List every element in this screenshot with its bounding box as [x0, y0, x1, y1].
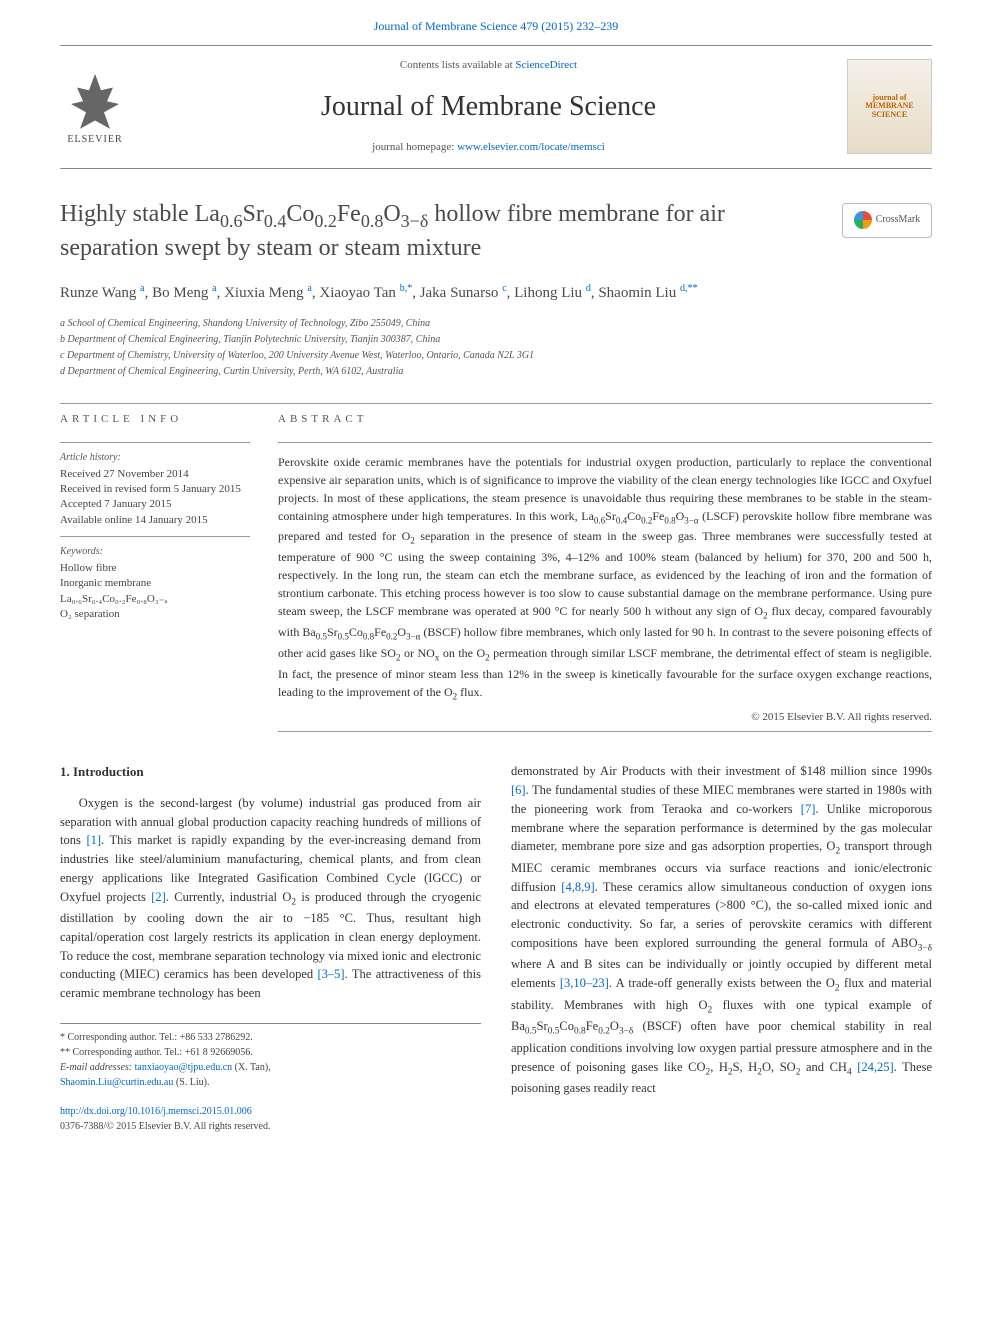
email-line: E-mail addresses: tanxiaoyao@tjpu.edu.cn…	[60, 1060, 481, 1075]
crossmark-icon	[854, 211, 872, 229]
affiliations: a School of Chemical Engineering, Shando…	[60, 316, 932, 379]
elsevier-tree-icon	[65, 74, 125, 129]
affiliation: a School of Chemical Engineering, Shando…	[60, 316, 932, 331]
email-line: Shaomin.Liu@curtin.edu.au (S. Liu).	[60, 1075, 481, 1090]
authors-list: Runze Wang a, Bo Meng a, Xiuxia Meng a, …	[60, 282, 932, 304]
body-paragraph: Oxygen is the second-largest (by volume)…	[60, 794, 481, 1003]
contents-line: Contents lists available at ScienceDirec…	[150, 58, 827, 73]
journal-cover-title: journal of MEMBRANE SCIENCE	[848, 94, 931, 120]
paper-title: Highly stable La0.6Sr0.4Co0.2Fe0.8O3−δ h…	[60, 199, 820, 264]
elsevier-logo[interactable]: ELSEVIER	[60, 67, 130, 147]
section-heading: 1. Introduction	[60, 762, 481, 782]
journal-citation[interactable]: Journal of Membrane Science 479 (2015) 2…	[0, 0, 992, 45]
homepage-prefix: journal homepage:	[372, 141, 457, 153]
affiliation: c Department of Chemistry, University of…	[60, 348, 932, 363]
footnotes: * Corresponding author. Tel.: +86 533 27…	[60, 1023, 481, 1090]
doi-link[interactable]: http://dx.doi.org/10.1016/j.memsci.2015.…	[60, 1106, 252, 1117]
history-item: Accepted 7 January 2015	[60, 497, 250, 512]
history-item: Received in revised form 5 January 2015	[60, 482, 250, 497]
affiliation: d Department of Chemical Engineering, Cu…	[60, 364, 932, 379]
history-item: Available online 14 January 2015	[60, 513, 250, 528]
keyword: Inorganic membrane	[60, 576, 250, 591]
affiliation: b Department of Chemical Engineering, Ti…	[60, 332, 932, 347]
keyword: Hollow fibre	[60, 561, 250, 576]
history-item: Received 27 November 2014	[60, 467, 250, 482]
info-abstract-row: ARTICLE INFO Article history: Received 2…	[60, 412, 932, 732]
divider	[278, 731, 932, 732]
body-paragraph: demonstrated by Air Products with their …	[511, 762, 932, 1098]
corresponding-note: ** Corresponding author. Tel.: +61 8 926…	[60, 1045, 481, 1060]
article-body: CrossMark Highly stable La0.6Sr0.4Co0.2F…	[60, 199, 932, 1134]
contents-prefix: Contents lists available at	[400, 59, 515, 71]
email-who: (X. Tan),	[232, 1062, 271, 1073]
journal-cover-thumbnail[interactable]: journal of MEMBRANE SCIENCE	[847, 59, 932, 154]
body-two-column: 1. Introduction Oxygen is the second-lar…	[60, 762, 932, 1134]
crossmark-label: CrossMark	[876, 213, 920, 227]
abstract-copyright: © 2015 Elsevier B.V. All rights reserved…	[278, 710, 932, 725]
history-label: Article history:	[60, 451, 250, 465]
article-info-column: ARTICLE INFO Article history: Received 2…	[60, 412, 250, 732]
abstract-text: Perovskite oxide ceramic membranes have …	[278, 453, 932, 704]
email-who: (S. Liu).	[173, 1077, 209, 1088]
abstract-column: ABSTRACT Perovskite oxide ceramic membra…	[278, 412, 932, 732]
crossmark-badge[interactable]: CrossMark	[842, 203, 932, 238]
body-column-right: demonstrated by Air Products with their …	[511, 762, 932, 1134]
elsevier-label: ELSEVIER	[67, 133, 122, 147]
history-block: Article history: Received 27 November 20…	[60, 443, 250, 538]
email-link[interactable]: tanxiaoyao@tjpu.edu.cn	[135, 1062, 233, 1073]
keyword: O₂ separation	[60, 607, 250, 622]
journal-header: ELSEVIER Contents lists available at Sci…	[60, 45, 932, 169]
homepage-link[interactable]: www.elsevier.com/locate/memsci	[457, 141, 605, 153]
corresponding-note: * Corresponding author. Tel.: +86 533 27…	[60, 1030, 481, 1045]
issn-copyright: 0376-7388/© 2015 Elsevier B.V. All right…	[60, 1119, 481, 1134]
journal-title: Journal of Membrane Science	[150, 87, 827, 126]
abstract-label: ABSTRACT	[278, 412, 932, 427]
keywords-label: Keywords:	[60, 545, 250, 559]
body-column-left: 1. Introduction Oxygen is the second-lar…	[60, 762, 481, 1134]
email-link[interactable]: Shaomin.Liu@curtin.edu.au	[60, 1077, 173, 1088]
sciencedirect-link[interactable]: ScienceDirect	[515, 59, 577, 71]
article-info-label: ARTICLE INFO	[60, 412, 250, 427]
homepage-line: journal homepage: www.elsevier.com/locat…	[150, 140, 827, 155]
divider	[278, 442, 932, 443]
divider	[60, 403, 932, 404]
doi-block: http://dx.doi.org/10.1016/j.memsci.2015.…	[60, 1104, 481, 1134]
keyword: La₀.₆Sr₀.₄Co₀.₂Fe₀.₈O₃₋ₐ	[60, 592, 250, 607]
header-center: Contents lists available at ScienceDirec…	[130, 58, 847, 156]
email-label: E-mail addresses:	[60, 1062, 135, 1073]
